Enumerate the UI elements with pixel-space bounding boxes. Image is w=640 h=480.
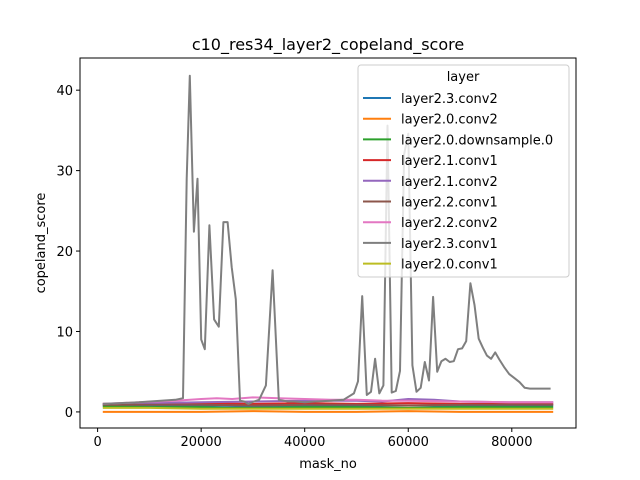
series-layer xyxy=(102,74,554,413)
y-axis-label: copeland_score xyxy=(34,193,49,294)
x-tick-label: 60000 xyxy=(388,435,429,450)
series-line-layer2-2-conv1 xyxy=(102,403,554,407)
series-line-layer2-3-conv1 xyxy=(102,74,551,405)
legend-entry-label: layer2.3.conv1 xyxy=(401,237,498,252)
legend-title: layer xyxy=(447,70,480,85)
y-tick-label: 30 xyxy=(56,165,73,180)
series-line-layer2-2-conv2 xyxy=(102,396,554,405)
legend-entry-label: layer2.0.conv2 xyxy=(401,113,498,128)
legend-entry-label: layer2.0.downsample.0 xyxy=(401,133,553,148)
legend-box xyxy=(357,64,570,278)
y-tick-label: 10 xyxy=(56,325,73,340)
chart-title: c10_res34_layer2_copeland_score xyxy=(192,35,464,55)
y-tick-label: 20 xyxy=(56,245,73,260)
x-tick-label: 40000 xyxy=(284,435,325,450)
x-axis-label: mask_no xyxy=(299,457,357,472)
legend-entry-label: layer2.1.conv1 xyxy=(401,154,498,169)
y-axis: 0 10 20 30 40 xyxy=(56,84,80,421)
x-tick-label: 80000 xyxy=(491,435,532,450)
legend-entry-label: layer2.3.conv2 xyxy=(401,92,498,107)
x-tick-label: 20000 xyxy=(180,435,221,450)
plot-frame xyxy=(79,57,577,429)
legend-entry-label: layer2.2.conv2 xyxy=(401,216,498,231)
x-tick-label: 0 xyxy=(93,435,101,450)
legend-entry-label: layer2.0.conv1 xyxy=(401,258,498,273)
y-tick-label: 40 xyxy=(56,84,73,99)
series-line-layer2-0-conv2 xyxy=(102,410,554,413)
legend-entry-label: layer2.1.conv2 xyxy=(401,175,498,190)
legend-entry-label: layer2.2.conv1 xyxy=(401,196,498,211)
y-tick-label: 0 xyxy=(65,406,73,421)
series-line-layer2-0-downsample-0 xyxy=(102,405,554,409)
x-axis: 0 20000 40000 60000 80000 xyxy=(93,428,532,450)
series-line-layer2-0-conv1 xyxy=(102,406,554,410)
legend: layer layer2.3.conv2 layer2.0.conv2 layer2… xyxy=(357,64,570,278)
